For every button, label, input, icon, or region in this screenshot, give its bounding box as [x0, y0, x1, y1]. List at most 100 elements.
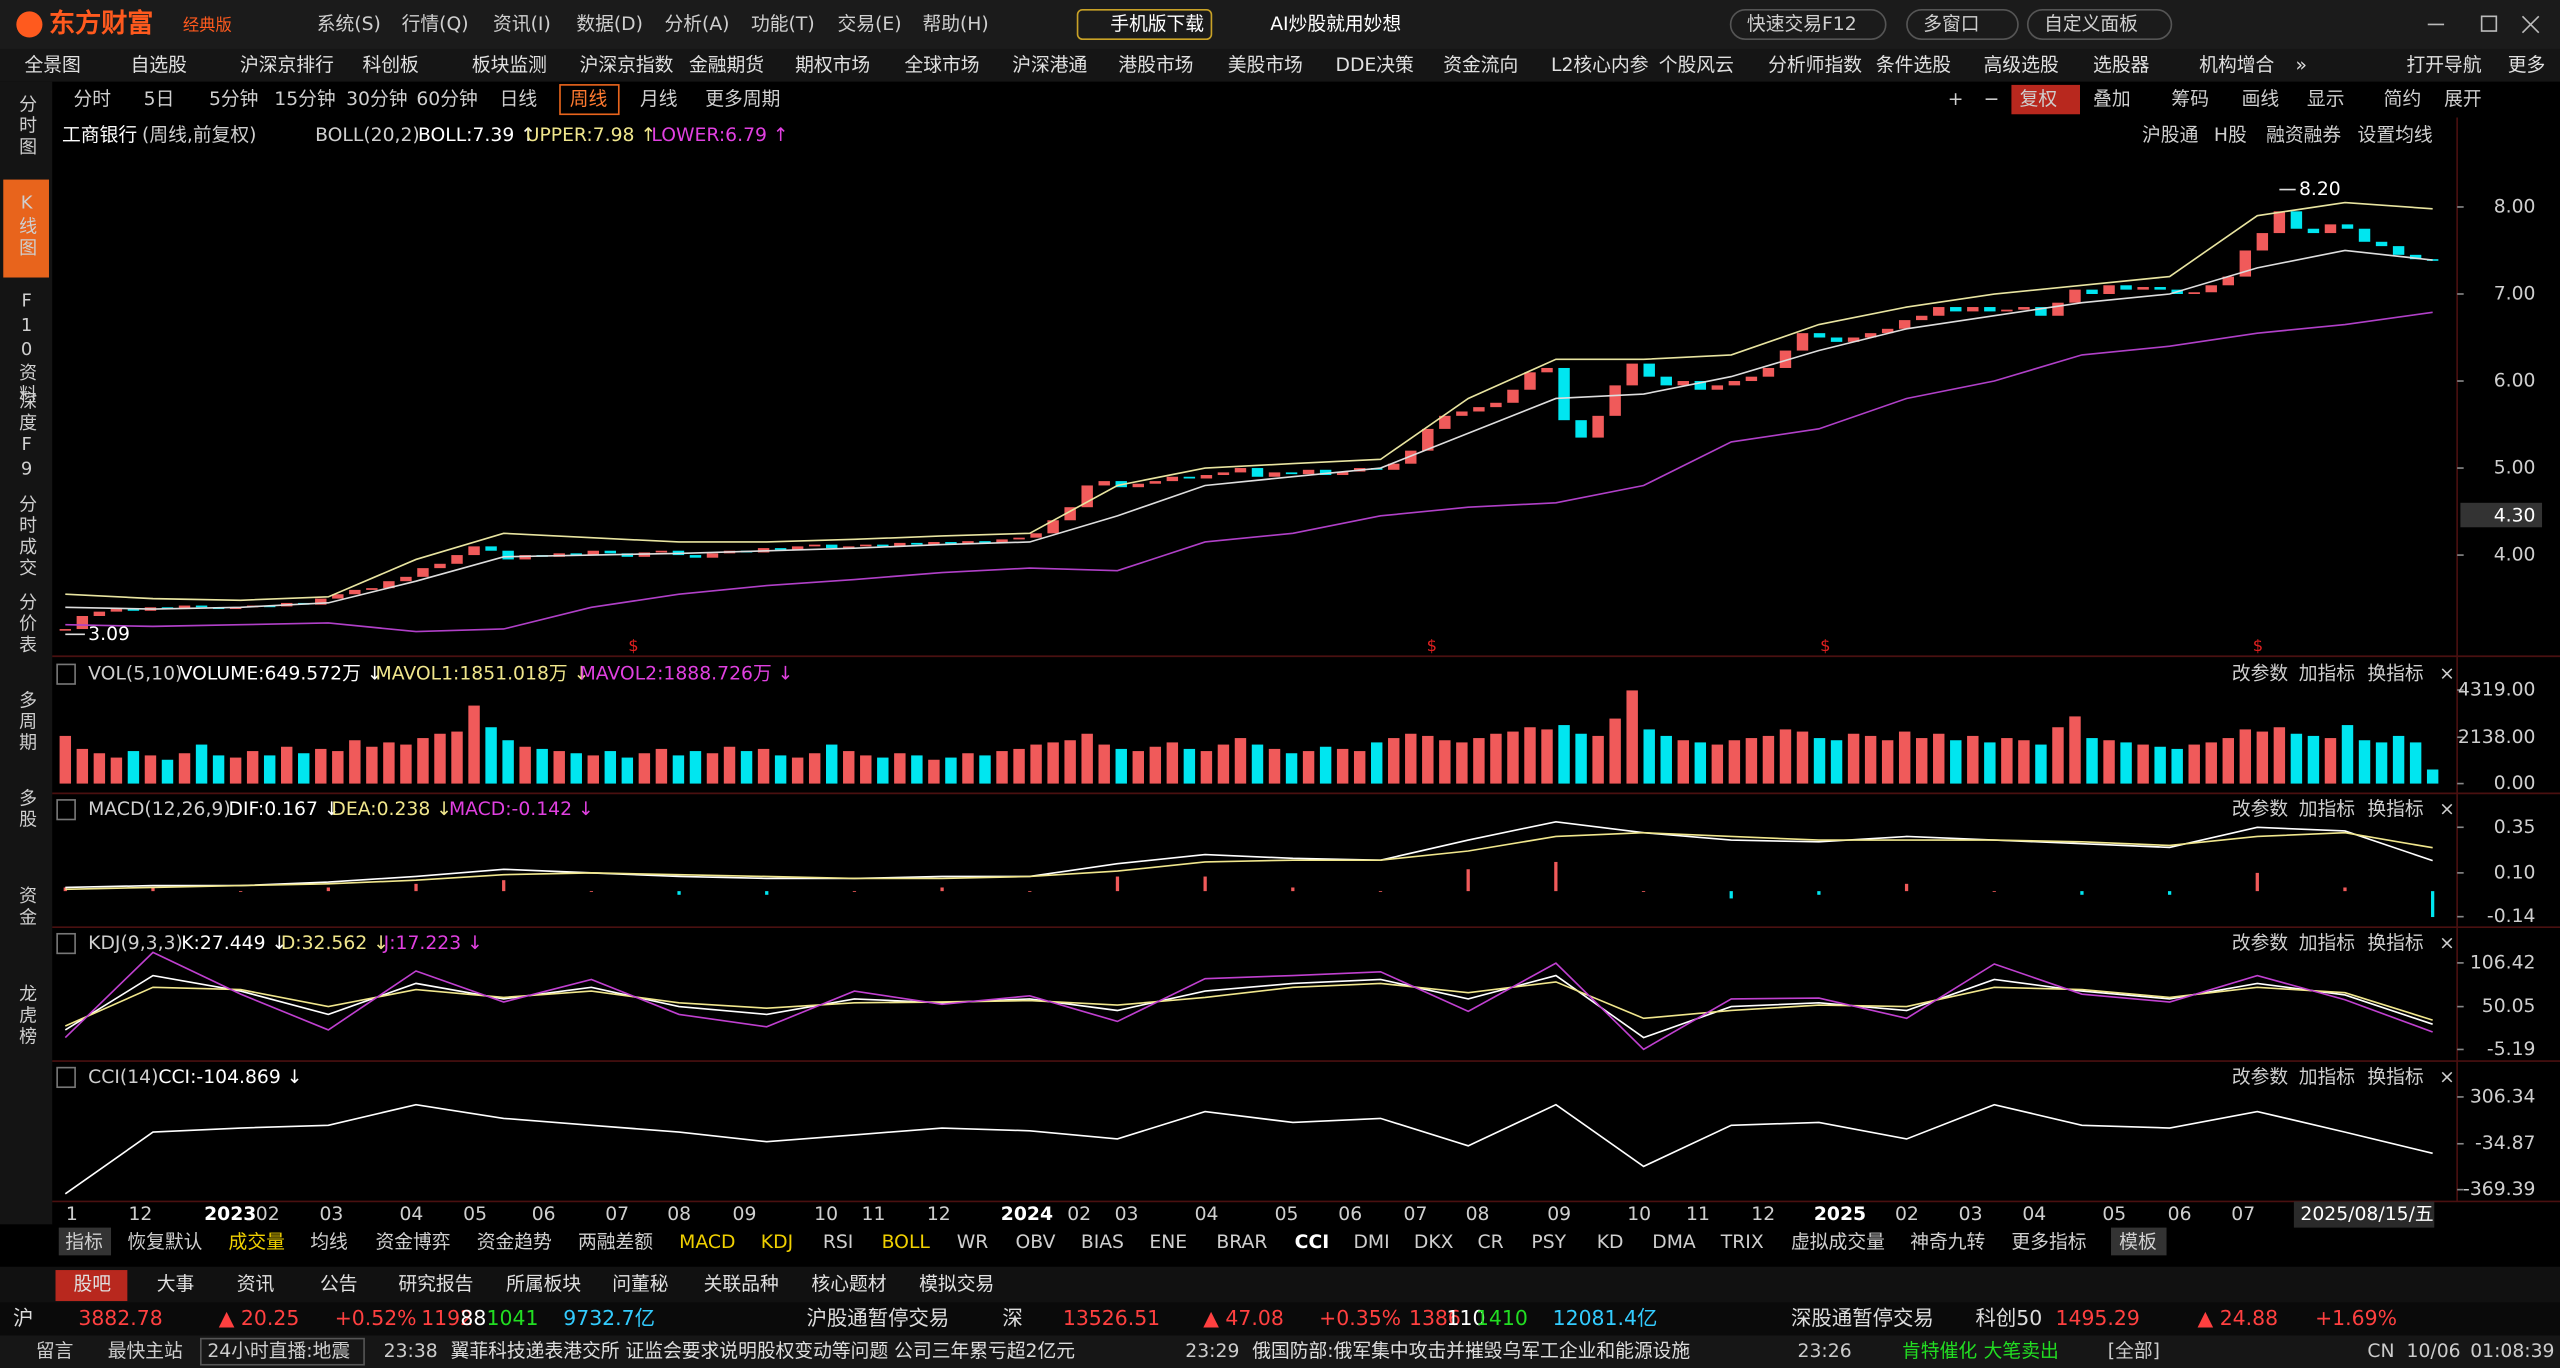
- panel-button[interactable]: ×: [2439, 933, 2455, 954]
- panel-button[interactable]: 改参数: [2232, 663, 2289, 685]
- panel-button[interactable]: ×: [2439, 1067, 2455, 1088]
- panel-button[interactable]: 加指标: [2299, 663, 2355, 685]
- nav-item[interactable]: 期权市场: [795, 54, 870, 76]
- nav-item[interactable]: 金融期货: [689, 54, 764, 76]
- indicator-tab[interactable]: 两融差额: [578, 1231, 653, 1253]
- indicator-tab[interactable]: DMA: [1652, 1232, 1696, 1253]
- menu-item[interactable]: 功能(T): [751, 13, 815, 35]
- indicator-tab[interactable]: 资金趋势: [477, 1231, 552, 1253]
- indicator-tab[interactable]: 资金博弈: [376, 1231, 451, 1253]
- sidebar-item[interactable]: 资金: [16, 886, 37, 929]
- period-tab[interactable]: 日线: [500, 88, 538, 110]
- panel-button[interactable]: 改参数: [2232, 932, 2289, 954]
- toolbar-button[interactable]: +: [1948, 89, 1964, 110]
- indicator-tab[interactable]: 指标: [65, 1231, 103, 1253]
- menu-item[interactable]: 数据(D): [576, 13, 643, 35]
- sidebar-item[interactable]: 分价表: [16, 592, 37, 656]
- nav-item[interactable]: L2核心内参: [1551, 54, 1649, 76]
- dividend-marker[interactable]: $: [1427, 636, 1437, 655]
- panel-button[interactable]: 换指标: [2367, 932, 2423, 954]
- menu-item[interactable]: 行情(Q): [402, 13, 469, 35]
- nav-item[interactable]: 沪深京指数: [580, 54, 674, 76]
- nav-item[interactable]: 沪深港通: [1012, 54, 1087, 76]
- period-tab[interactable]: 周线: [570, 88, 608, 110]
- info-tab[interactable]: 所属板块: [506, 1273, 581, 1295]
- dividend-marker[interactable]: $: [628, 636, 638, 655]
- info-tab[interactable]: 模拟交易: [919, 1273, 994, 1295]
- panel-button[interactable]: 换指标: [2367, 663, 2423, 685]
- indicator-tab[interactable]: 神奇九转: [1910, 1231, 1985, 1253]
- sidebar-item[interactable]: 深度F9: [16, 392, 37, 483]
- info-tab[interactable]: 问董秘: [612, 1273, 669, 1295]
- info-tab[interactable]: 公告: [320, 1273, 358, 1295]
- mobile-download[interactable]: 手机版下载: [1110, 13, 1204, 35]
- sidebar-item[interactable]: 多周期: [16, 690, 37, 754]
- indicator-tab[interactable]: 成交量: [229, 1231, 285, 1253]
- sidebar-item[interactable]: 分时图: [16, 94, 37, 158]
- nav-item[interactable]: 板块监测: [472, 54, 547, 76]
- period-tab[interactable]: 15分钟: [274, 88, 335, 110]
- menu-item[interactable]: 交易(E): [838, 13, 902, 35]
- indicator-tab[interactable]: DMI: [1353, 1232, 1389, 1253]
- toolbar-button[interactable]: 展开: [2444, 89, 2482, 110]
- sidebar-item[interactable]: F10资料: [16, 291, 37, 406]
- indicator-tab[interactable]: KDJ: [761, 1232, 793, 1253]
- status-item[interactable]: 留言: [36, 1340, 74, 1362]
- dividend-marker[interactable]: $: [1820, 636, 1830, 655]
- menu-item[interactable]: 系统(S): [317, 13, 381, 35]
- nav-item[interactable]: 科创板: [362, 54, 419, 76]
- nav-item[interactable]: 选股器: [2093, 54, 2150, 76]
- info-tab[interactable]: 股吧: [73, 1274, 111, 1295]
- period-tab[interactable]: 月线: [640, 88, 678, 110]
- menu-item[interactable]: 资讯(I): [493, 13, 551, 35]
- nav-item[interactable]: 自选股: [131, 54, 188, 76]
- nav-item[interactable]: 港股市场: [1118, 54, 1193, 76]
- period-tab[interactable]: 分时: [73, 88, 111, 110]
- indicator-tab[interactable]: ENE: [1149, 1232, 1187, 1253]
- toolbar-button[interactable]: 复权: [2020, 88, 2058, 110]
- nav-item[interactable]: 条件选股: [1876, 54, 1951, 76]
- panel-button[interactable]: 加指标: [2299, 798, 2355, 820]
- nav-item[interactable]: DDE决策: [1336, 54, 1415, 76]
- top-button[interactable]: 自定义面板: [2044, 13, 2138, 35]
- menu-item[interactable]: 帮助(H): [922, 13, 988, 35]
- info-tab[interactable]: 关联品种: [704, 1273, 779, 1295]
- nav-item[interactable]: 机构增合: [2199, 54, 2274, 76]
- indicator-tab[interactable]: RSI: [823, 1232, 854, 1253]
- nav-item[interactable]: 全景图: [24, 54, 80, 76]
- indicator-tab[interactable]: 更多指标: [2011, 1231, 2086, 1253]
- sidebar-item[interactable]: 分时成交: [16, 494, 37, 579]
- panel-button[interactable]: 换指标: [2367, 798, 2423, 820]
- indicator-tab[interactable]: MACD: [679, 1232, 735, 1253]
- period-tab[interactable]: 更多周期: [705, 88, 780, 110]
- info-tab[interactable]: 核心题材: [811, 1273, 886, 1295]
- info-tab[interactable]: 大事: [157, 1273, 195, 1295]
- period-tab[interactable]: 30分钟: [346, 88, 407, 110]
- toolbar-button[interactable]: −: [1984, 89, 2000, 110]
- nav-item[interactable]: 更多: [2508, 54, 2546, 76]
- info-tab[interactable]: 资讯: [237, 1273, 275, 1295]
- info-tab[interactable]: 研究报告: [398, 1273, 473, 1295]
- nav-item[interactable]: 全球市场: [904, 54, 979, 76]
- indicator-tab[interactable]: BIAS: [1081, 1232, 1124, 1253]
- indicator-tab[interactable]: BOLL: [882, 1232, 931, 1253]
- sidebar-item[interactable]: 龙虎榜: [16, 984, 37, 1048]
- panel-button[interactable]: ×: [2439, 799, 2455, 820]
- chart-link[interactable]: 沪股通: [2142, 124, 2199, 146]
- indicator-tab[interactable]: KD: [1597, 1232, 1624, 1253]
- nav-item[interactable]: 沪深京排行: [240, 54, 334, 76]
- period-tab[interactable]: 5日: [144, 89, 175, 110]
- indicator-tab[interactable]: PSY: [1531, 1232, 1566, 1253]
- chart-link[interactable]: H股: [2214, 125, 2247, 146]
- toolbar-button[interactable]: 简约: [2384, 88, 2422, 110]
- status-item[interactable]: [全部]: [2108, 1340, 2160, 1362]
- panel-button[interactable]: ×: [2439, 664, 2455, 685]
- indicator-tab[interactable]: OBV: [1016, 1232, 1056, 1253]
- ai-button[interactable]: AI炒股就用妙想: [1270, 13, 1401, 35]
- indicator-tab[interactable]: BRAR: [1216, 1232, 1267, 1253]
- dividend-marker[interactable]: $: [2253, 636, 2263, 655]
- chart-link[interactable]: 设置均线: [2358, 124, 2433, 146]
- indicator-tab[interactable]: 模板: [2119, 1231, 2157, 1253]
- nav-item[interactable]: 分析师指数: [1768, 54, 1862, 76]
- panel-button[interactable]: 改参数: [2232, 1066, 2289, 1088]
